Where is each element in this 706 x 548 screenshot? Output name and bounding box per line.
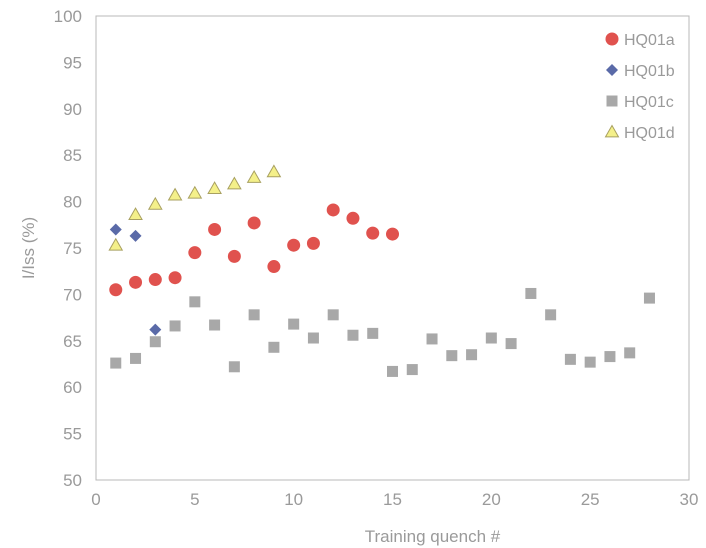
y-tick-label: 50 — [63, 471, 82, 490]
data-point — [288, 318, 300, 330]
data-point — [168, 271, 182, 285]
legend-marker — [606, 95, 618, 107]
data-point — [109, 223, 122, 236]
data-point — [268, 341, 280, 353]
data-point — [346, 211, 360, 225]
data-point — [466, 349, 478, 361]
data-point — [287, 238, 301, 252]
data-point — [564, 353, 576, 365]
data-point — [545, 309, 557, 321]
data-point — [148, 273, 162, 287]
data-point — [188, 246, 202, 260]
y-tick-label: 80 — [63, 193, 82, 212]
legend-label: HQ01a — [624, 32, 675, 49]
series-hq01a — [109, 203, 399, 297]
x-axis-title: Training quench # — [365, 527, 501, 546]
data-point — [604, 351, 616, 363]
data-point — [326, 203, 340, 217]
data-point — [110, 357, 122, 369]
legend-marker — [606, 64, 618, 76]
y-axis-ticks: 50 55 60 65 70 75 80 85 90 95 100 — [54, 7, 82, 490]
series-hq01c — [110, 287, 655, 377]
data-point — [624, 347, 636, 359]
data-point — [129, 275, 143, 289]
data-point — [149, 336, 161, 348]
y-tick-label: 100 — [54, 7, 82, 26]
x-tick-label: 20 — [482, 490, 501, 509]
data-point — [246, 169, 262, 183]
data-point — [266, 164, 282, 178]
data-point — [267, 260, 281, 274]
data-point — [366, 226, 380, 240]
y-tick-label: 95 — [63, 53, 82, 72]
legend-label: HQ01b — [624, 63, 675, 80]
data-point — [207, 181, 222, 194]
data-point — [247, 216, 261, 230]
data-point — [248, 309, 260, 321]
x-tick-label: 30 — [680, 490, 699, 509]
data-point — [208, 222, 222, 236]
data-point — [109, 283, 123, 297]
data-point — [209, 319, 221, 331]
data-point — [485, 332, 497, 344]
data-point — [228, 361, 240, 373]
data-point — [584, 356, 596, 368]
data-point — [643, 292, 655, 304]
data-point — [169, 320, 181, 332]
data-point — [149, 323, 162, 336]
y-tick-label: 90 — [63, 100, 82, 119]
x-tick-label: 15 — [383, 490, 402, 509]
legend-label: HQ01d — [624, 125, 675, 142]
y-tick-label: 75 — [63, 239, 82, 258]
series-layer — [108, 164, 655, 377]
x-tick-label: 10 — [284, 490, 303, 509]
data-point — [189, 296, 201, 308]
y-tick-label: 70 — [63, 285, 82, 304]
y-axis-title: I/Iss (%) — [19, 217, 38, 279]
data-point — [525, 287, 537, 299]
data-point — [327, 309, 339, 321]
legend-marker — [604, 124, 620, 138]
legend-marker — [605, 32, 619, 46]
x-tick-label: 5 — [190, 490, 199, 509]
data-point — [147, 196, 163, 210]
data-point — [187, 185, 203, 199]
y-tick-label: 65 — [63, 332, 82, 351]
data-point — [505, 338, 517, 350]
data-point — [426, 333, 438, 345]
legend: HQ01a HQ01b HQ01c HQ01d — [593, 24, 684, 154]
data-point — [307, 332, 319, 344]
data-point — [130, 352, 142, 364]
series-hq01b — [109, 223, 162, 336]
data-point — [406, 364, 418, 376]
data-point — [129, 229, 142, 242]
x-axis-ticks: 0 5 10 15 20 25 30 — [91, 490, 698, 509]
data-point — [386, 227, 399, 241]
data-point — [446, 350, 458, 362]
data-point — [128, 207, 143, 220]
data-point — [227, 249, 241, 263]
data-point — [306, 236, 320, 250]
data-point — [167, 187, 183, 201]
data-point — [347, 329, 359, 341]
x-tick-label: 25 — [581, 490, 600, 509]
y-tick-label: 85 — [63, 146, 82, 165]
legend-label: HQ01c — [624, 94, 674, 111]
data-point — [108, 237, 124, 251]
x-tick-label: 0 — [91, 490, 100, 509]
data-point — [227, 176, 242, 190]
series-hq01d — [108, 164, 282, 251]
data-point — [387, 365, 398, 377]
data-point — [367, 327, 379, 339]
y-tick-label: 55 — [63, 425, 82, 444]
y-tick-label: 60 — [63, 378, 82, 397]
